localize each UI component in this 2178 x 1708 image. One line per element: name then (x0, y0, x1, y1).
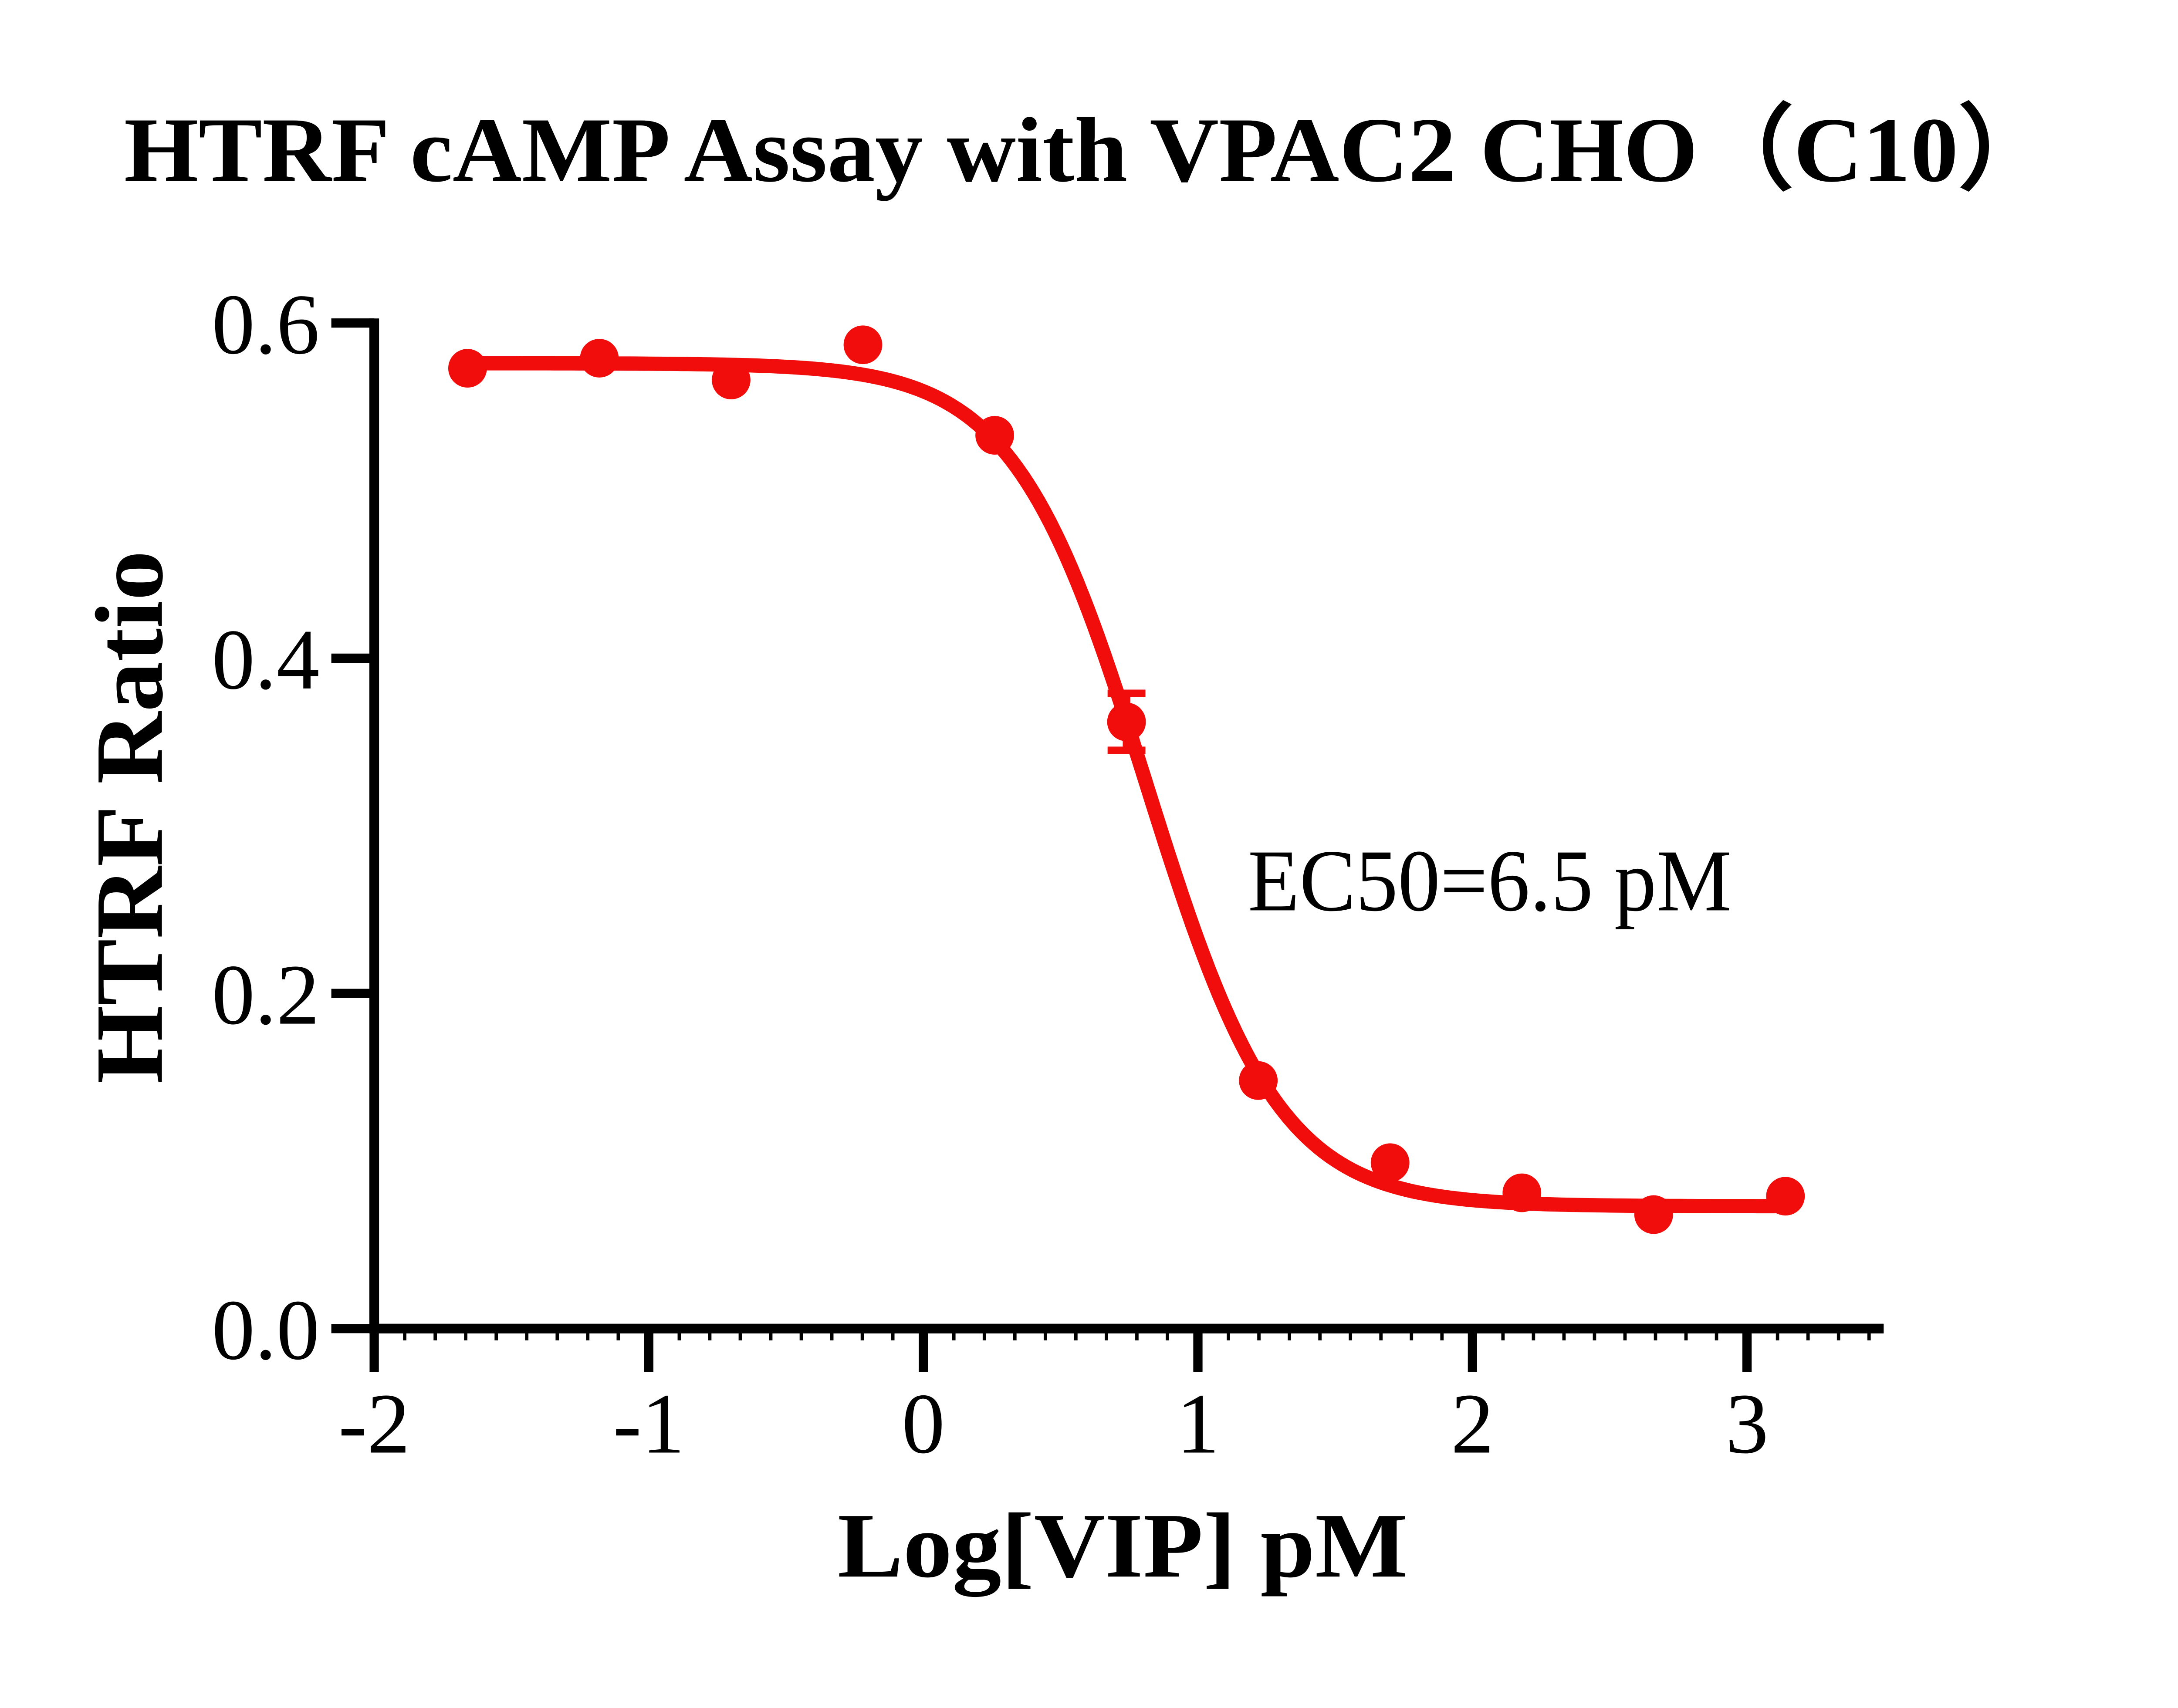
x-tick-label: 2 (1451, 1376, 1494, 1472)
x-tick-label: -2 (338, 1376, 410, 1472)
y-tick-label: 0.0 (212, 1282, 319, 1377)
data-point (580, 339, 619, 378)
data-point (1634, 1195, 1673, 1234)
data-point (1107, 702, 1146, 742)
x-axis-title: Log[VIP] pM (838, 1494, 1408, 1597)
y-axis-title: HTRF Ratio (76, 550, 183, 1084)
x-tick-label: 0 (902, 1376, 945, 1472)
data-point (1370, 1143, 1410, 1182)
data-point (843, 325, 883, 365)
data-point (975, 416, 1014, 455)
x-tick-label: -1 (613, 1376, 685, 1472)
fit-curve (460, 356, 1793, 1214)
data-point (1766, 1177, 1805, 1216)
data-point (712, 361, 751, 399)
data-point (1239, 1061, 1278, 1100)
ec50-annotation: EC50=6.5 pM (1248, 831, 1732, 929)
data-point (448, 349, 487, 388)
data-point (1502, 1173, 1542, 1212)
x-tick-label: 3 (1725, 1376, 1769, 1472)
y-tick-label: 0.6 (212, 277, 319, 372)
y-tick-label: 0.4 (212, 612, 319, 707)
x-tick-label: 1 (1177, 1376, 1220, 1472)
y-tick-label: 0.2 (212, 947, 319, 1043)
chart-title: HTRF cAMP Assay with VPAC2 CHO（C10） (124, 99, 2054, 201)
